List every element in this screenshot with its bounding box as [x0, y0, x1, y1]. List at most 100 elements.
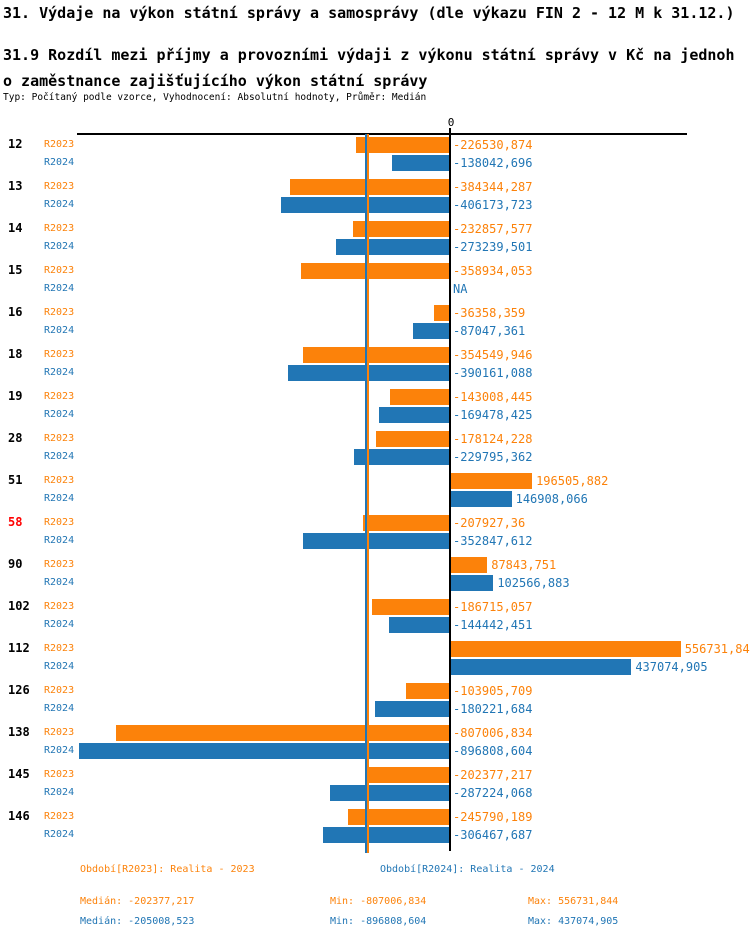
bar-r2023 — [389, 389, 449, 405]
bar-r2024 — [451, 491, 512, 507]
bar-r2024 — [451, 575, 494, 591]
value-label-r2024: -352847,612 — [453, 534, 533, 548]
value-label-r2023: 196505,882 — [536, 474, 609, 488]
series-label-r2023: R2023 — [44, 433, 75, 444]
value-label-r2024: 102566,883 — [497, 576, 570, 590]
bar-r2023 — [433, 305, 449, 321]
bar-r2024 — [392, 155, 449, 171]
value-label-r2024: -138042,696 — [453, 156, 533, 170]
value-label-r2024: NA — [453, 282, 468, 296]
category-label: 146 — [8, 809, 30, 823]
series-label-r2024: R2024 — [44, 367, 75, 378]
category-label: 15 — [8, 263, 23, 277]
series-label-r2023: R2023 — [44, 391, 75, 402]
series-label-r2024: R2024 — [44, 703, 75, 714]
category-label: 14 — [8, 221, 23, 235]
legend-min-r2023: Min: -807006,834 — [330, 896, 427, 907]
category-label: 12 — [8, 137, 23, 151]
category-label: 13 — [8, 179, 23, 193]
category-label: 145 — [8, 767, 30, 781]
bar-r2023 — [365, 767, 449, 783]
bar-r2024 — [79, 743, 449, 759]
series-label-r2023: R2023 — [44, 349, 75, 360]
value-label-r2024: -306467,687 — [453, 828, 533, 842]
value-label-r2023: -358934,053 — [453, 264, 533, 278]
legend-period-r2023: Období[R2023]: Realita - 2023 — [80, 864, 255, 875]
legend-min-r2024: Min: -896808,604 — [330, 916, 427, 927]
series-label-r2023: R2023 — [44, 559, 75, 570]
series-label-r2023: R2023 — [44, 643, 75, 654]
category-label: 51 — [8, 473, 23, 487]
series-label-r2023: R2023 — [44, 139, 75, 150]
value-label-r2023: 87843,751 — [491, 558, 557, 572]
series-label-r2024: R2024 — [44, 409, 75, 420]
legend-max-r2024: Max: 437074,905 — [528, 916, 619, 927]
series-label-r2024: R2024 — [44, 619, 75, 630]
series-label-r2023: R2023 — [44, 223, 75, 234]
value-label-r2024: -287224,068 — [453, 786, 533, 800]
bar-r2024 — [288, 365, 449, 381]
series-label-r2023: R2023 — [44, 475, 75, 486]
series-label-r2024: R2024 — [44, 325, 75, 336]
series-label-r2023: R2023 — [44, 727, 75, 738]
bar-r2023 — [451, 557, 488, 573]
bar-r2024 — [354, 449, 449, 465]
value-label-r2023: -143008,445 — [453, 390, 533, 404]
bar-r2024 — [389, 617, 449, 633]
series-label-r2024: R2024 — [44, 283, 75, 294]
series-label-r2024: R2024 — [44, 157, 75, 168]
median-line-r2023 — [367, 134, 369, 853]
bar-r2023 — [375, 431, 449, 447]
series-label-r2024: R2024 — [44, 199, 75, 210]
bar-r2023 — [371, 599, 449, 615]
bar-r2024 — [413, 323, 449, 339]
value-label-r2023: 556731,844 — [684, 642, 750, 656]
value-label-r2024: -229795,362 — [453, 450, 533, 464]
bar-r2024 — [374, 701, 449, 717]
value-label-r2024: -180221,684 — [453, 702, 533, 716]
bar-r2024 — [303, 533, 449, 549]
category-label: 126 — [8, 683, 30, 697]
category-label: 138 — [8, 725, 30, 739]
category-label: 19 — [8, 389, 23, 403]
value-label-r2024: -896808,604 — [453, 744, 533, 758]
category-label: 102 — [8, 599, 30, 613]
bar-r2024 — [451, 659, 632, 675]
indicator-title-line2: o zaměstnance zajišťujícího výkon státní… — [3, 72, 428, 90]
bar-r2024 — [336, 239, 449, 255]
category-label: 28 — [8, 431, 23, 445]
category-label: 90 — [8, 557, 23, 571]
value-label-r2023: -36358,359 — [453, 306, 526, 320]
value-label-r2023: -202377,217 — [453, 768, 533, 782]
series-label-r2024: R2024 — [44, 829, 75, 840]
value-label-r2024: -169478,425 — [453, 408, 533, 422]
value-label-r2023: -178124,228 — [453, 432, 533, 446]
value-label-r2024: -273239,501 — [453, 240, 533, 254]
series-label-r2024: R2024 — [44, 493, 75, 504]
category-label: 58 — [8, 515, 23, 529]
report-title: 31. Výdaje na výkon státní správy a samo… — [3, 4, 735, 22]
value-label-r2023: -354549,946 — [453, 348, 533, 362]
bar-r2023 — [302, 347, 449, 363]
legend-median-r2023: Medián: -202377,217 — [80, 896, 195, 907]
value-label-r2023: -232857,577 — [453, 222, 533, 236]
series-label-r2024: R2024 — [44, 661, 75, 672]
series-label-r2023: R2023 — [44, 601, 75, 612]
series-label-r2024: R2024 — [44, 745, 75, 756]
zero-axis-label: 0 — [447, 116, 455, 129]
series-label-r2023: R2023 — [44, 181, 75, 192]
bar-r2023 — [300, 263, 449, 279]
bar-r2023 — [355, 137, 449, 153]
legend-period-r2024: Období[R2024]: Realita - 2024 — [380, 864, 555, 875]
bar-r2023 — [363, 515, 449, 531]
bar-r2024 — [322, 827, 449, 843]
bar-r2023 — [406, 683, 449, 699]
bar-r2023 — [347, 809, 449, 825]
value-label-r2024: -390161,088 — [453, 366, 533, 380]
indicator-title-line1: 31.9 Rozdíl mezi příjmy a provozními výd… — [3, 46, 735, 64]
series-label-r2023: R2023 — [44, 517, 75, 528]
series-label-r2024: R2024 — [44, 577, 75, 588]
category-label: 16 — [8, 305, 23, 319]
value-label-r2023: -245790,189 — [453, 810, 533, 824]
